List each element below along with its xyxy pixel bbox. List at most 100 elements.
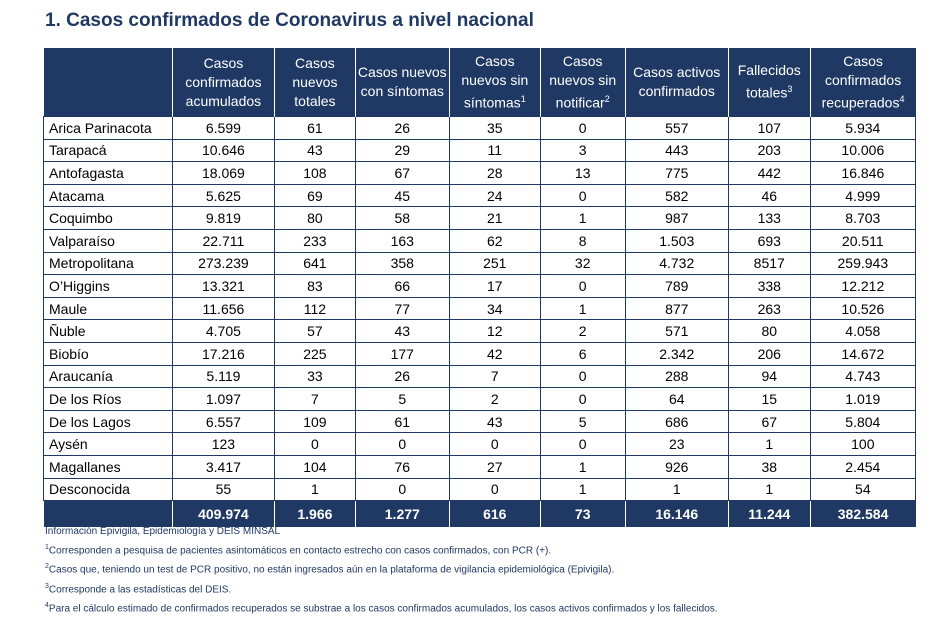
value-cell: 1.097 bbox=[171, 387, 276, 411]
value-cell: 22.711 bbox=[171, 228, 276, 253]
value-cell: 5 bbox=[539, 409, 626, 434]
value-cell: 8 bbox=[539, 228, 626, 253]
column-header: Casos nuevos sin notificar2 bbox=[539, 48, 626, 117]
value-cell: 54 bbox=[809, 477, 917, 502]
value-cell: 177 bbox=[354, 341, 450, 366]
value-cell: 2 bbox=[539, 319, 626, 343]
value-cell: 33 bbox=[274, 364, 356, 389]
value-cell: 4.705 bbox=[171, 319, 276, 343]
value-cell: 11.656 bbox=[171, 296, 276, 321]
value-cell: 109 bbox=[274, 409, 356, 434]
value-cell: 23 bbox=[624, 432, 729, 456]
footnote-text: Casos que, teniendo un test de PCR posit… bbox=[48, 564, 615, 576]
value-cell: 4.743 bbox=[809, 364, 917, 389]
value-cell: 27 bbox=[448, 454, 541, 479]
value-cell: 557 bbox=[624, 116, 729, 140]
column-header: Casos nuevos con síntomas bbox=[354, 48, 450, 117]
value-cell: 203 bbox=[727, 138, 811, 163]
value-cell: 263 bbox=[727, 296, 811, 321]
value-cell: 288 bbox=[624, 364, 729, 389]
value-cell: 4.058 bbox=[809, 319, 917, 343]
table-row: Ñuble 4.705 57 43 12 2 571 80 4.058 bbox=[43, 319, 917, 343]
value-cell: 10.646 bbox=[171, 138, 276, 163]
value-cell: 259.943 bbox=[809, 251, 917, 276]
footnote-text: Corresponde a las estadísticas del DEIS. bbox=[48, 583, 232, 595]
value-cell: 123 bbox=[171, 432, 276, 456]
footnote-number: 1 bbox=[45, 544, 49, 551]
region-cell: Valparaíso bbox=[43, 228, 173, 253]
footnote-marker: 1 bbox=[520, 93, 526, 104]
column-header-label: Casos activos confirmados bbox=[633, 64, 721, 99]
total-cell: 16.146 bbox=[624, 500, 729, 528]
value-cell: 0 bbox=[354, 477, 450, 502]
value-cell: 0 bbox=[539, 274, 626, 298]
value-cell: 26 bbox=[354, 116, 450, 140]
footnote: Información Epivigila, Epidemiología y D… bbox=[45, 524, 915, 540]
value-cell: 6.599 bbox=[171, 116, 276, 140]
value-cell: 77 bbox=[354, 296, 450, 321]
total-cell: 1.966 bbox=[274, 500, 356, 528]
region-cell: Aysén bbox=[43, 432, 173, 456]
footnote-number: 4 bbox=[45, 601, 49, 609]
value-cell: 0 bbox=[539, 183, 626, 208]
value-cell: 12.212 bbox=[809, 274, 917, 298]
value-cell: 5.625 bbox=[171, 183, 276, 208]
value-cell: 29 bbox=[354, 138, 450, 163]
table-row: Maule 11.656 112 77 34 1 877 263 10.526 bbox=[43, 296, 917, 321]
value-cell: 76 bbox=[354, 454, 450, 479]
column-header: Fallecidos totales3 bbox=[727, 48, 811, 117]
value-cell: 987 bbox=[624, 206, 729, 230]
table-row: Metropolitana 273.239 641 358 251 32 4.732 8517… bbox=[43, 251, 917, 276]
table-row: Biobío 17.216 225 177 42 6 2.342 206 14.672 bbox=[43, 341, 917, 366]
value-cell: 94 bbox=[727, 364, 811, 389]
value-cell: 0 bbox=[354, 432, 450, 456]
footnote: 2Casos que, teniendo un test de PCR posi… bbox=[45, 559, 915, 578]
value-cell: 641 bbox=[274, 251, 356, 276]
value-cell: 67 bbox=[727, 409, 811, 434]
value-cell: 0 bbox=[539, 432, 626, 456]
value-cell: 0 bbox=[539, 364, 626, 389]
value-cell: 80 bbox=[274, 206, 356, 230]
region-cell: Antofagasta bbox=[43, 161, 173, 185]
value-cell: 273.239 bbox=[171, 251, 276, 276]
total-cell: 1.277 bbox=[354, 500, 450, 528]
region-cell: Tarapacá bbox=[43, 138, 173, 163]
value-cell: 926 bbox=[624, 454, 729, 479]
value-cell: 7 bbox=[448, 364, 541, 389]
value-cell: 104 bbox=[274, 454, 356, 479]
value-cell: 1 bbox=[624, 477, 729, 502]
value-cell: 61 bbox=[354, 409, 450, 434]
column-header-label: Casos confirmados acumulados bbox=[185, 54, 262, 109]
value-cell: 4.732 bbox=[624, 251, 729, 276]
value-cell: 0 bbox=[539, 116, 626, 140]
value-cell: 0 bbox=[448, 477, 541, 502]
cases-table: Casos confirmados acumulados Casos nuevos… bbox=[43, 48, 917, 528]
page-title: 1. Casos confirmados de Coronavirus a ni… bbox=[45, 10, 534, 31]
footnote: 1Corresponden a pesquisa de pacientes as… bbox=[45, 540, 915, 559]
value-cell: 7 bbox=[274, 387, 356, 411]
value-cell: 16.846 bbox=[809, 161, 917, 185]
value-cell: 2.342 bbox=[624, 341, 729, 366]
value-cell: 3.417 bbox=[171, 454, 276, 479]
value-cell: 225 bbox=[274, 341, 356, 366]
region-cell: De los Ríos bbox=[43, 387, 173, 411]
region-cell: Atacama bbox=[43, 183, 173, 208]
value-cell: 57 bbox=[274, 319, 356, 343]
column-header-label: Casos nuevos totales bbox=[292, 54, 338, 109]
region-cell: Metropolitana bbox=[43, 251, 173, 276]
value-cell: 32 bbox=[539, 251, 626, 276]
value-cell: 42 bbox=[448, 341, 541, 366]
value-cell: 28 bbox=[448, 161, 541, 185]
value-cell: 13.321 bbox=[171, 274, 276, 298]
value-cell: 1 bbox=[539, 477, 626, 502]
region-cell: Biobío bbox=[43, 341, 173, 366]
value-cell: 13 bbox=[539, 161, 626, 185]
footnotes: Información Epivigila, Epidemiología y D… bbox=[45, 524, 915, 617]
value-cell: 8517 bbox=[727, 251, 811, 276]
value-cell: 789 bbox=[624, 274, 729, 298]
total-cell bbox=[43, 500, 173, 528]
value-cell: 24 bbox=[448, 183, 541, 208]
value-cell: 233 bbox=[274, 228, 356, 253]
footnote-marker: 4 bbox=[899, 93, 905, 104]
region-cell: De los Lagos bbox=[43, 409, 173, 434]
